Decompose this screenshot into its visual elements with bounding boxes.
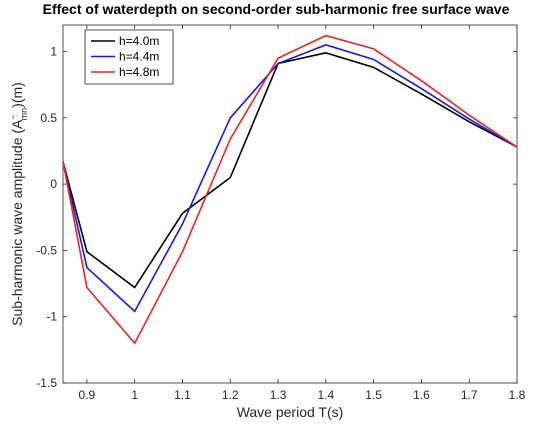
series-line-h=4.8m <box>62 34 518 345</box>
legend: h=4.0m h=4.4mh=4.8m <box>84 29 174 85</box>
y-tick-label: -0.5 <box>36 243 57 257</box>
y-axis-label: Sub-harmonic wave amplitude (A−mn)(m) <box>8 82 29 326</box>
legend-label: h=4.4m <box>119 50 159 64</box>
x-tick-label: 1.2 <box>222 388 239 402</box>
y-tick-label: -1 <box>46 310 57 324</box>
y-axis-label-superscript: − <box>8 114 18 119</box>
y-tick-label: 0.5 <box>40 111 57 125</box>
y-axis-label-main: Sub-harmonic wave amplitude (A <box>9 119 25 326</box>
y-axis-label-end: )(m) <box>9 82 25 108</box>
x-tick-label: 0.9 <box>79 388 96 402</box>
y-tick-label: 1 <box>50 45 57 59</box>
x-tick-label: 1.5 <box>365 388 382 402</box>
x-axis-label: Wave period T(s) <box>237 404 344 420</box>
x-tick-label: 1.8 <box>509 388 526 402</box>
axes-box <box>62 24 518 384</box>
x-tick-label: 1.6 <box>413 388 430 402</box>
x-tick-label: 1 <box>131 388 138 402</box>
chart-title: Effect of waterdepth on second-order sub… <box>43 1 510 17</box>
series-line-h=4.4m <box>62 44 518 313</box>
y-tick-label: 0 <box>50 177 57 191</box>
x-tick-label: 1.3 <box>270 388 287 402</box>
x-tick-label: 1.1 <box>174 388 191 402</box>
y-tick-label: -1.5 <box>36 376 57 390</box>
plot-area: 0.9 1 1.1 1.2 1.3 1.4 1.5 1.6 1.7 1.8 -1.5 -1 -0.5 0 0… <box>36 24 526 402</box>
y-axis-label-subscript: mn <box>19 108 29 121</box>
legend-label: h=4.0m <box>119 34 159 48</box>
x-tick-label: 1.7 <box>461 388 478 402</box>
x-tick-label: 1.4 <box>317 388 334 402</box>
legend-label: h=4.8m <box>119 65 159 79</box>
